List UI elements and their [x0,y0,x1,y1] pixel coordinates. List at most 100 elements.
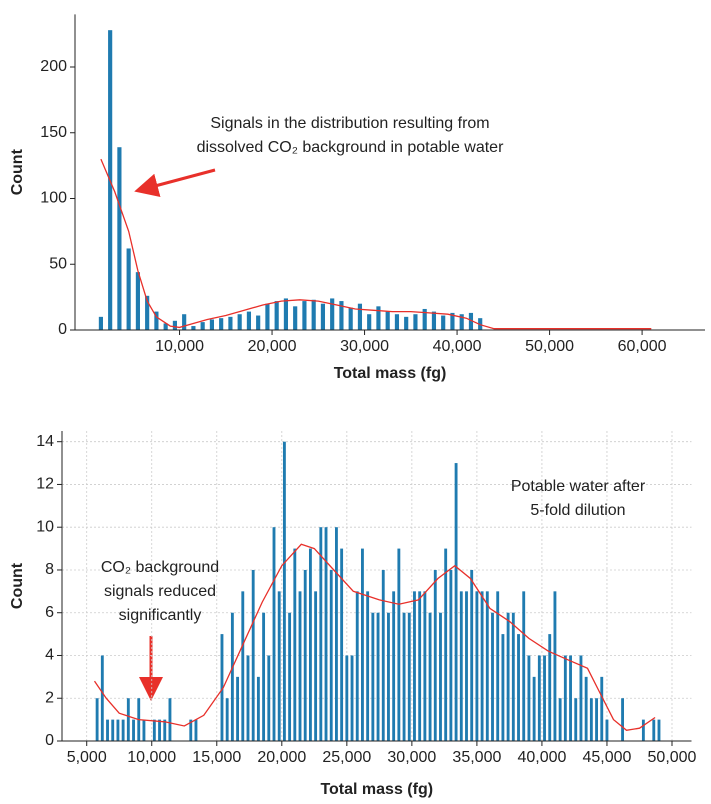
bar [251,569,255,741]
annotation: CO₂ background [101,559,219,576]
bar [543,655,546,741]
bar [100,655,104,741]
bar [230,612,234,741]
bar [376,612,380,741]
bar [126,248,131,330]
y-axis-label: Count [9,562,26,609]
bar [319,527,323,741]
bar [189,719,193,741]
annotation: dissolved CO₂ background in potable wate… [197,139,505,156]
annotation: 5-fold dilution [530,502,625,519]
bar [367,314,372,330]
bar [641,719,645,741]
bar [548,634,552,741]
bar [357,303,363,330]
bar [267,655,271,741]
y-tick-label: 200 [40,58,67,75]
bar [228,316,233,330]
bar [652,719,656,741]
bar [314,591,318,741]
y-tick-label: 4 [45,647,54,664]
bar [459,591,463,741]
x-tick-label: 40,000 [433,338,482,355]
bar [220,634,224,741]
bar [126,698,130,741]
x-axis-label: Total mass (fg) [334,365,447,382]
bar [506,612,510,741]
bar [298,591,302,741]
x-tick-label: 50,000 [525,338,574,355]
bar [423,591,427,741]
y-tick-label: 6 [45,604,54,621]
bar [182,314,187,330]
bar [116,719,120,741]
bar [320,303,326,330]
bar [168,698,172,741]
bar [236,676,240,741]
y-tick-label: 14 [36,433,54,450]
bar [262,612,266,741]
bar [605,719,609,741]
y-tick-label: 8 [45,561,54,578]
bar [350,655,354,741]
bar [154,311,159,330]
bar [361,548,364,741]
bar [330,298,335,330]
bar [366,591,370,741]
bar [95,698,99,741]
bar [274,301,279,330]
bar [163,323,168,330]
bar [152,719,156,741]
bar [431,311,437,330]
bar [172,320,177,330]
bar [376,306,381,330]
x-tick-label: 45,000 [582,749,631,766]
bar [496,591,500,741]
annotation: significantly [119,607,202,624]
x-tick-label: 20,000 [257,749,306,766]
bar [485,591,489,741]
bar [422,308,427,330]
bar [527,655,531,741]
bar [428,612,432,741]
bar [246,311,252,330]
y-tick-label: 12 [36,476,54,493]
bar [283,298,289,330]
bar [311,299,316,330]
bar [308,548,312,741]
bar [450,312,455,330]
bar [132,719,135,741]
bar [394,314,400,330]
bar [569,655,572,741]
annotation: Signals in the distribution resulting fr… [210,115,489,132]
bar [579,655,583,741]
bar [142,719,146,741]
bar [522,591,526,741]
bar [480,591,484,741]
bar [191,326,196,330]
bar [194,719,198,741]
x-tick-label: 5,000 [67,749,107,766]
bar [517,634,520,741]
density-curve [93,543,656,731]
bar [163,719,167,741]
bar [272,527,276,741]
bar [449,569,453,741]
bar [621,698,624,741]
bar [371,612,375,741]
bar [219,318,224,330]
bar [277,591,281,741]
bar [106,719,109,741]
bar [574,698,578,741]
bar [256,676,260,741]
bar [329,569,333,741]
bar [293,548,297,741]
x-tick-label: 60,000 [618,338,667,355]
y-tick-label: 0 [45,732,54,749]
bar [256,315,261,330]
bar [589,698,593,741]
bar [303,569,307,741]
bar [532,676,536,741]
bar [657,719,661,741]
